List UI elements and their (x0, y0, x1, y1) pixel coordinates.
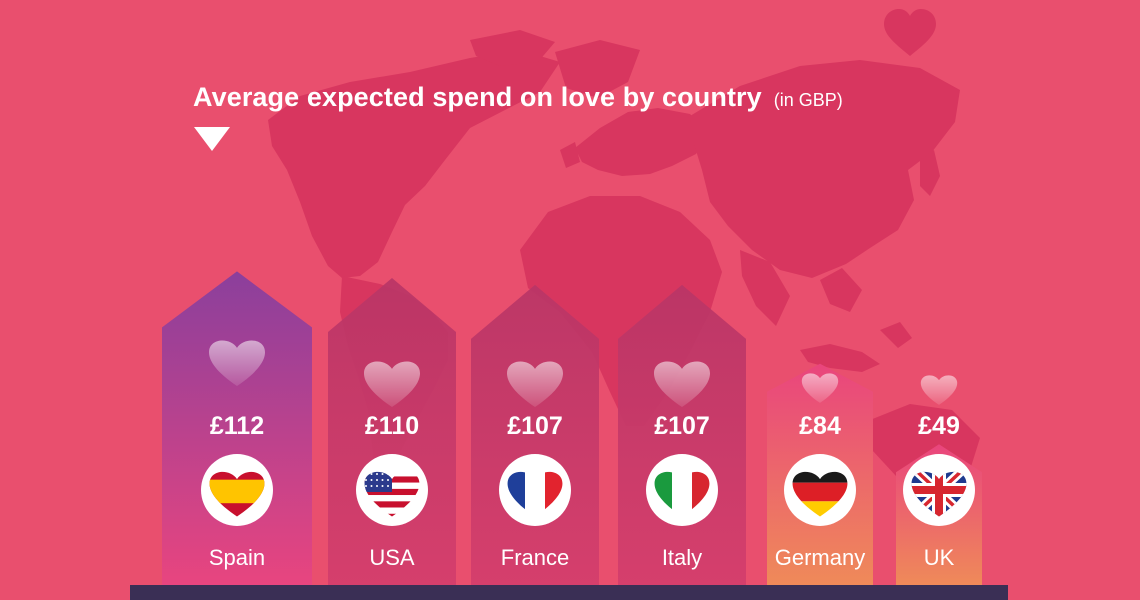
heart-icon (507, 361, 563, 407)
chart-title: Average expected spend on love by countr… (193, 82, 762, 112)
category-label-uk: UK (924, 545, 955, 570)
category-label-usa: USA (369, 545, 415, 570)
bar-usa (328, 278, 456, 585)
down-triangle-icon (194, 127, 230, 151)
bar-france (471, 284, 599, 585)
heart-icon (364, 361, 420, 407)
category-label-spain: Spain (209, 545, 265, 570)
heart-icon (801, 373, 839, 403)
value-label-germany: £84 (799, 412, 841, 440)
category-label-germany: Germany (775, 545, 865, 570)
value-label-france: £107 (507, 412, 563, 440)
heart-icon (884, 9, 936, 56)
chart-title-row: Average expected spend on love by countr… (193, 82, 843, 113)
chart-base-bar (130, 585, 1008, 600)
bar-spain (162, 271, 312, 585)
heart-icon (920, 375, 958, 405)
unit-note: (in GBP) (773, 90, 843, 110)
value-label-usa: £110 (365, 412, 419, 440)
value-label-italy: £107 (654, 412, 710, 440)
category-label-france: France (501, 545, 569, 570)
value-label-uk: £49 (918, 412, 960, 440)
bar-italy (618, 284, 746, 585)
value-label-spain: £112 (210, 412, 264, 440)
heart-icon (654, 361, 710, 407)
category-label-italy: Italy (662, 545, 702, 570)
heart-icon (209, 340, 265, 386)
